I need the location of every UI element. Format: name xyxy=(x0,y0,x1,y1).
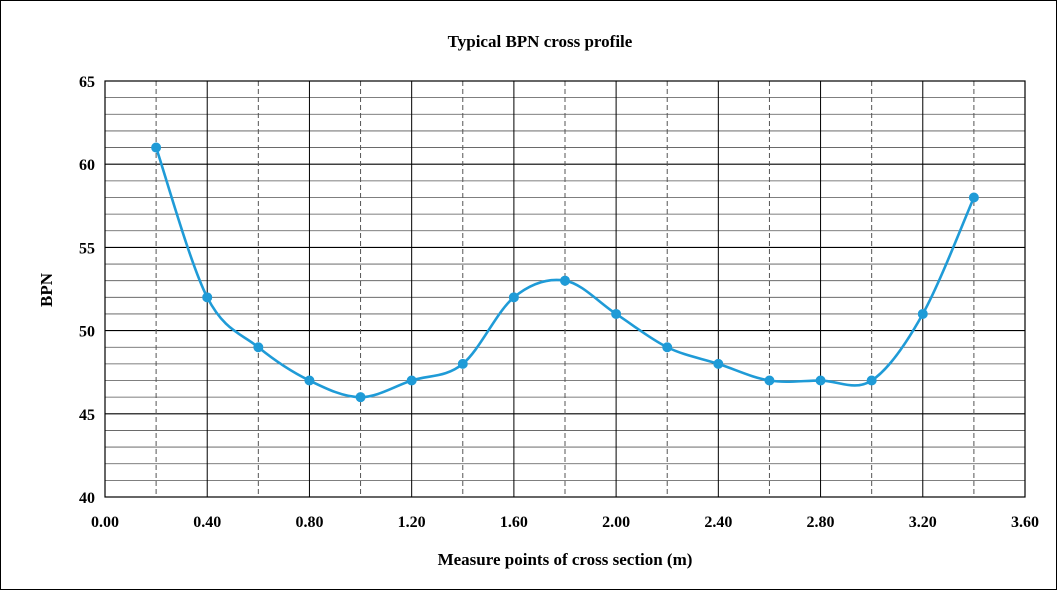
y-tick-label: 60 xyxy=(79,157,95,174)
data-point xyxy=(560,275,570,286)
y-tick-label: 50 xyxy=(79,324,95,341)
x-tick-label: 0.00 xyxy=(91,514,119,531)
data-point xyxy=(866,375,877,386)
y-tick-label: 45 xyxy=(79,407,95,424)
grid xyxy=(104,80,1026,498)
data-point xyxy=(457,358,468,369)
data-point xyxy=(713,358,724,369)
x-tick-label: 2.00 xyxy=(602,514,630,531)
x-tick-label: 1.20 xyxy=(398,514,426,531)
data-point xyxy=(355,392,366,403)
y-tick-labels: 40 45 50 55 60 65 xyxy=(79,74,95,507)
x-tick-label: 2.40 xyxy=(704,514,732,531)
data-point xyxy=(968,192,979,203)
y-tick-label: 40 xyxy=(79,490,95,507)
data-point xyxy=(253,342,264,353)
chart-title: Typical BPN cross profile xyxy=(448,32,633,51)
x-tick-label: 2.80 xyxy=(807,514,835,531)
x-tick-label: 3.20 xyxy=(909,514,937,531)
x-tick-labels: 0.00 0.40 0.80 1.20 1.60 2.00 2.40 2.80 3.20 3.60 xyxy=(91,514,1039,531)
data-point xyxy=(917,308,928,319)
x-tick-label: 3.60 xyxy=(1011,514,1039,531)
series-points xyxy=(151,142,979,403)
x-tick-label: 0.80 xyxy=(295,514,323,531)
data-point xyxy=(202,292,213,303)
x-tick-label: 1.60 xyxy=(500,514,528,531)
data-point xyxy=(151,142,162,153)
data-point xyxy=(508,292,519,303)
data-point xyxy=(304,375,315,386)
y-tick-label: 65 xyxy=(79,74,95,91)
y-tick-label: 55 xyxy=(79,240,95,257)
x-axis-label: Measure points of cross section (m) xyxy=(438,550,693,569)
x-tick-label: 0.40 xyxy=(193,514,221,531)
data-point xyxy=(406,375,417,386)
data-point xyxy=(764,375,775,386)
data-point xyxy=(815,375,826,386)
data-point xyxy=(662,342,673,353)
y-axis-label: BPN xyxy=(37,272,56,307)
data-point xyxy=(611,308,622,319)
plot-area-border xyxy=(104,80,1026,498)
